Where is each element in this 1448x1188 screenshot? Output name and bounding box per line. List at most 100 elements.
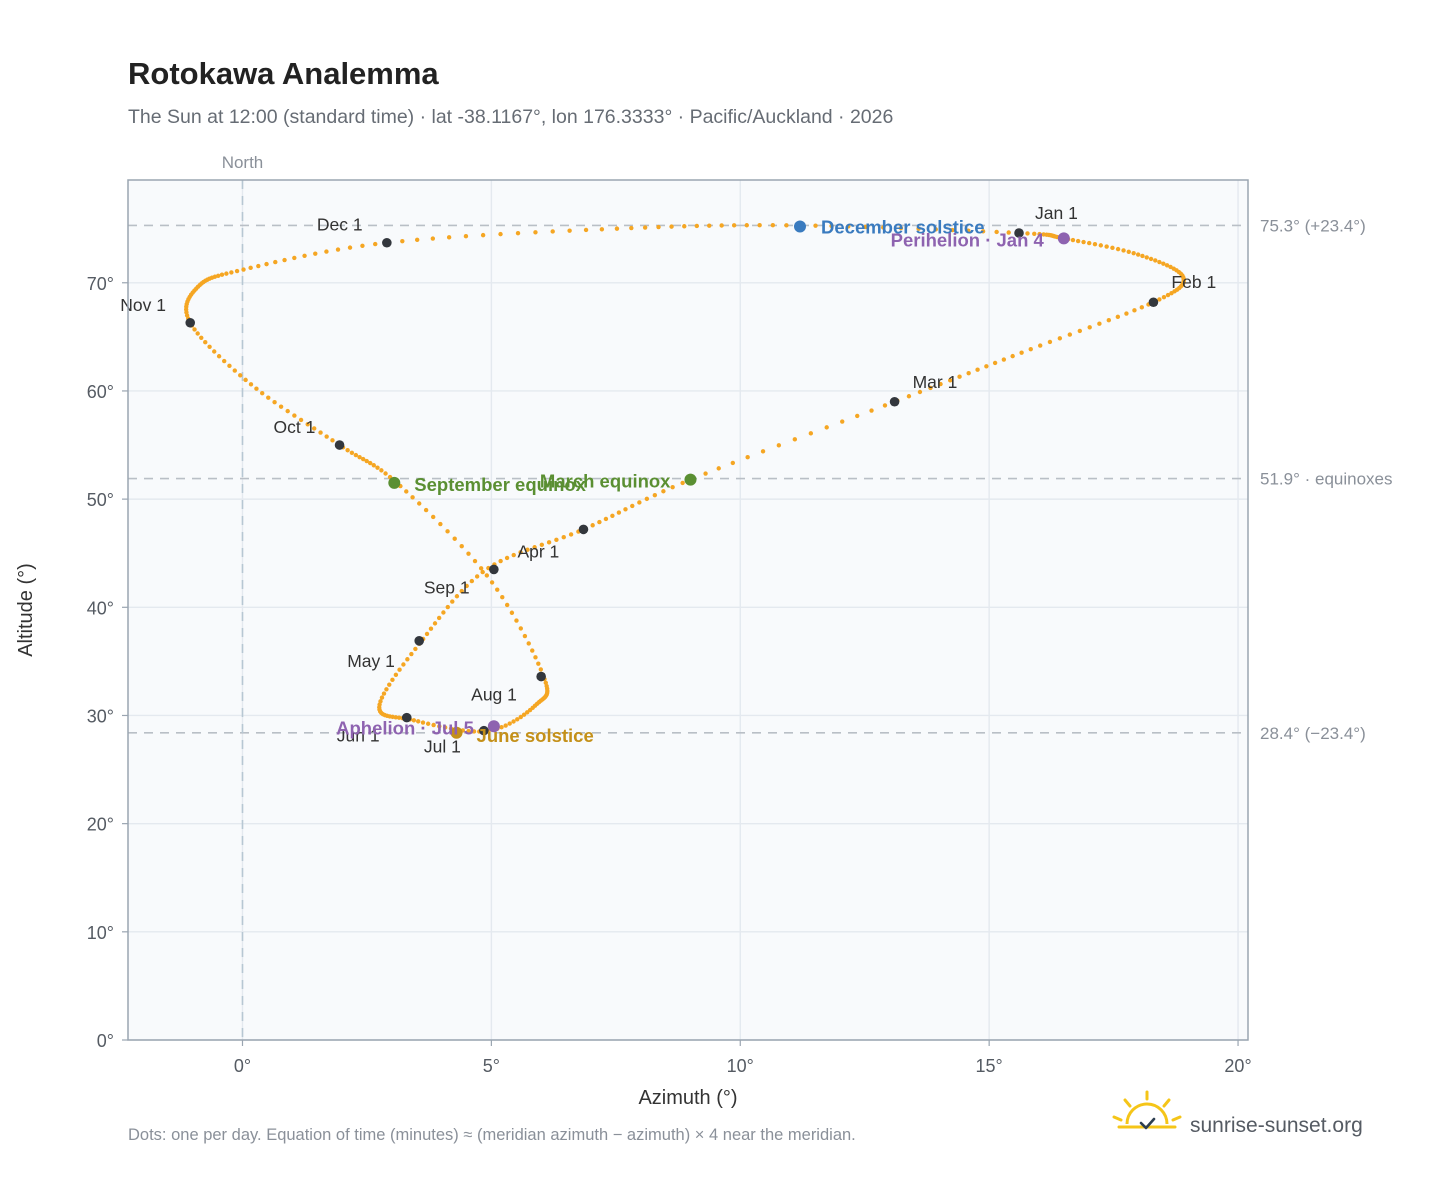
daily-dot	[373, 241, 378, 247]
daily-dot	[405, 657, 410, 662]
daily-dot	[1037, 231, 1042, 237]
daily-dot	[383, 471, 388, 476]
daily-dot	[760, 449, 766, 454]
daily-dot	[430, 514, 436, 520]
daily-dot	[1098, 243, 1104, 248]
daily-dot	[1164, 263, 1170, 268]
daily-dot	[450, 599, 455, 604]
daily-dot	[199, 335, 204, 340]
daily-dot	[234, 268, 240, 274]
y-tick-label: 10°	[87, 923, 114, 943]
daily-dot	[536, 661, 541, 666]
daily-dot	[445, 529, 450, 534]
daily-dot	[436, 615, 442, 621]
daily-dot	[318, 430, 323, 435]
daily-dot	[224, 271, 229, 276]
daily-dot	[498, 558, 503, 564]
daily-dot	[1115, 246, 1121, 252]
daily-dot	[219, 272, 225, 277]
daily-dot	[484, 573, 490, 578]
daily-dot	[500, 595, 505, 600]
daily-dot	[430, 236, 436, 241]
event-dot	[684, 473, 697, 486]
daily-dot	[349, 450, 355, 455]
month-label: Oct 1	[274, 417, 316, 437]
daily-dot	[1140, 253, 1145, 259]
daily-dot	[416, 719, 421, 724]
daily-dot	[1038, 343, 1043, 348]
daily-dot	[480, 232, 486, 238]
daily-dot	[1010, 353, 1015, 359]
daily-dot	[694, 223, 700, 229]
daily-dot	[379, 695, 385, 700]
month-dot	[479, 725, 489, 736]
daily-dot	[499, 725, 504, 730]
daily-dot	[669, 224, 674, 229]
daily-dot	[642, 225, 648, 230]
daily-dot	[423, 507, 429, 513]
daily-dot	[1126, 249, 1131, 254]
daily-dot	[525, 547, 530, 552]
daily-dot	[203, 340, 208, 345]
month-dot	[578, 524, 589, 535]
month-dot	[401, 712, 412, 723]
daily-dot	[526, 641, 531, 646]
daily-dot	[518, 714, 523, 720]
daily-dot	[446, 235, 452, 240]
daily-dot	[428, 626, 434, 631]
daily-dot	[680, 480, 685, 486]
daily-dot	[489, 580, 495, 585]
reference-line-label: 51.9° · equinoxes	[1260, 470, 1393, 489]
daily-dot	[1157, 259, 1162, 265]
daily-dot	[384, 687, 389, 692]
daily-dot	[966, 370, 971, 376]
daily-dot	[957, 374, 962, 379]
daily-dot	[195, 331, 200, 336]
daily-dot	[808, 431, 814, 436]
brand-name: sunrise-sunset.org	[1190, 1114, 1363, 1137]
x-tick-label: 5°	[483, 1056, 500, 1076]
month-label: Nov 1	[120, 295, 166, 315]
daily-dot	[243, 377, 248, 383]
daily-dot	[232, 368, 237, 373]
daily-dot	[518, 550, 523, 555]
daily-dot	[947, 378, 953, 383]
daily-dot	[463, 234, 469, 239]
month-label: Sep 1	[424, 577, 470, 597]
daily-dot	[829, 223, 834, 229]
y-tick-label: 50°	[87, 490, 114, 510]
daily-dot	[980, 229, 986, 234]
daily-dot	[459, 588, 464, 594]
month-dot	[889, 396, 900, 407]
daily-dot	[432, 621, 438, 626]
daily-dot	[546, 540, 552, 545]
daily-dot	[703, 471, 708, 476]
daily-dot	[335, 247, 341, 252]
daily-dot	[916, 226, 921, 231]
month-dot	[489, 564, 499, 575]
daily-dot	[248, 382, 254, 387]
daily-dot	[515, 230, 521, 236]
axis-ticks: 0° 5° 10° 15° 20° 0° 10° 20° 30° 40° 50° 60° 70°	[87, 274, 1252, 1076]
daily-dot	[305, 422, 310, 427]
daily-dot	[480, 569, 485, 575]
daily-dot	[507, 721, 512, 726]
daily-dot	[1161, 261, 1166, 266]
plot-background	[128, 180, 1248, 1040]
daily-dot	[222, 358, 227, 364]
daily-dot	[521, 712, 527, 717]
daily-dot	[1135, 252, 1141, 257]
daily-dot	[278, 404, 284, 409]
daily-dot	[938, 381, 943, 387]
daily-dot	[442, 725, 448, 730]
daily-dot	[466, 728, 471, 734]
daily-dot	[1025, 231, 1030, 236]
daily-dot	[561, 535, 566, 540]
daily-dot	[1019, 350, 1024, 355]
daily-dot	[437, 724, 442, 729]
daily-dot	[424, 631, 430, 637]
daily-dot	[324, 249, 329, 254]
daily-dot	[784, 223, 789, 228]
